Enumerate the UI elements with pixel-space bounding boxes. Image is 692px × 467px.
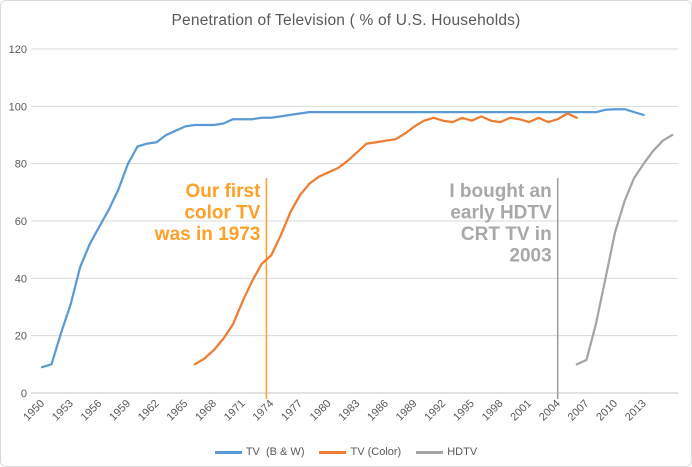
y-axis-label: 60 (15, 216, 27, 228)
x-axis-label: 1977 (279, 398, 305, 424)
x-axis-tick: 1965 (165, 398, 191, 424)
x-axis-label: 1992 (422, 398, 448, 424)
annotation-text-line: CRT TV in (461, 224, 552, 245)
x-axis-label: 1962 (136, 398, 162, 424)
series-line-tv-bw (40, 108, 645, 369)
x-axis-tick: 1998 (480, 398, 506, 424)
x-axis-tick: 1950 (21, 398, 47, 424)
y-axis-label: 20 (15, 331, 27, 343)
legend-swatch-tv-bw (214, 450, 242, 454)
x-axis-label: 1986 (365, 398, 391, 424)
legend-item-tv-bw: TV (B & W) (214, 446, 305, 458)
legend: TV (B & W) TV (Color) HDTV (1, 446, 691, 458)
x-axis-label: 1995 (451, 398, 477, 424)
y-axis-label: 80 (15, 159, 27, 171)
x-axis-tick: 1995 (451, 398, 477, 424)
annotation-text-line: 2003 (509, 246, 551, 267)
legend-label-tv-color: TV (Color) (350, 446, 402, 458)
x-axis-label: 1983 (336, 398, 362, 424)
y-axis-label: 100 (9, 101, 27, 113)
x-axis-tick: 1968 (193, 398, 219, 424)
x-axis-label: 1989 (394, 398, 420, 424)
x-axis-tick: 2001 (508, 398, 534, 424)
x-axis-tick: 1956 (79, 398, 105, 424)
x-axis-label: 2001 (508, 398, 534, 424)
annotation-text-line: color TV (184, 203, 260, 224)
x-axis-label: 1998 (480, 398, 506, 424)
series-line-tv-color (193, 112, 578, 366)
legend-swatch-tv-color (319, 450, 347, 454)
x-axis-label: 2010 (594, 398, 620, 424)
x-axis-label: 1965 (165, 398, 191, 424)
x-axis-label: 2013 (623, 398, 649, 424)
y-axis-label: 40 (15, 273, 27, 285)
x-axis-label: 1950 (21, 398, 47, 424)
annotation-text-line: was in 1973 (154, 224, 261, 245)
x-axis-tick: 1986 (365, 398, 391, 424)
x-axis-label: 2004 (537, 398, 563, 424)
x-axis-tick: 2010 (594, 398, 620, 424)
x-axis-tick: 1983 (336, 398, 362, 424)
x-axis-tick: 1953 (50, 398, 76, 424)
legend-item-hdtv: HDTV (416, 446, 477, 458)
x-axis-tick: 1962 (136, 398, 162, 424)
x-axis-label: 1953 (50, 398, 76, 424)
x-axis-label: 1956 (79, 398, 105, 424)
x-axis-label: 2007 (566, 398, 592, 424)
legend-label-hdtv: HDTV (447, 446, 478, 458)
x-axis-tick: 2007 (566, 398, 592, 424)
x-axis-label: 1980 (308, 398, 334, 424)
x-axis-tick: 1989 (394, 398, 420, 424)
x-axis-tick: 1959 (107, 398, 133, 424)
y-axis-label: 0 (21, 388, 27, 400)
x-axis-tick: 1974 (251, 398, 277, 424)
x-axis-tick: 1977 (279, 398, 305, 424)
x-axis-label: 1971 (222, 398, 248, 424)
annotation-text-line: early HDTV (450, 203, 552, 224)
chart-title: Penetration of Television ( % of U.S. Ho… (171, 12, 521, 29)
x-axis-tick: 2013 (623, 398, 649, 424)
series-line-hdtv (575, 133, 674, 366)
x-axis-label: 1968 (193, 398, 219, 424)
legend-swatch-hdtv (416, 450, 444, 454)
y-axis-label: 120 (9, 44, 27, 56)
x-axis-tick: 2004 (537, 398, 563, 424)
legend-item-tv-color: TV (Color) (319, 446, 401, 458)
x-axis-tick: 1992 (422, 398, 448, 424)
annotation-text-line: Our first (185, 181, 261, 202)
x-axis-tick: 1971 (222, 398, 248, 424)
annotation-text-line: I bought an (449, 181, 551, 202)
x-axis-tick: 1980 (308, 398, 334, 424)
x-axis-label: 1959 (107, 398, 133, 424)
legend-label-tv-bw: TV (B & W) (245, 446, 305, 458)
x-axis-label: 1974 (251, 398, 277, 424)
